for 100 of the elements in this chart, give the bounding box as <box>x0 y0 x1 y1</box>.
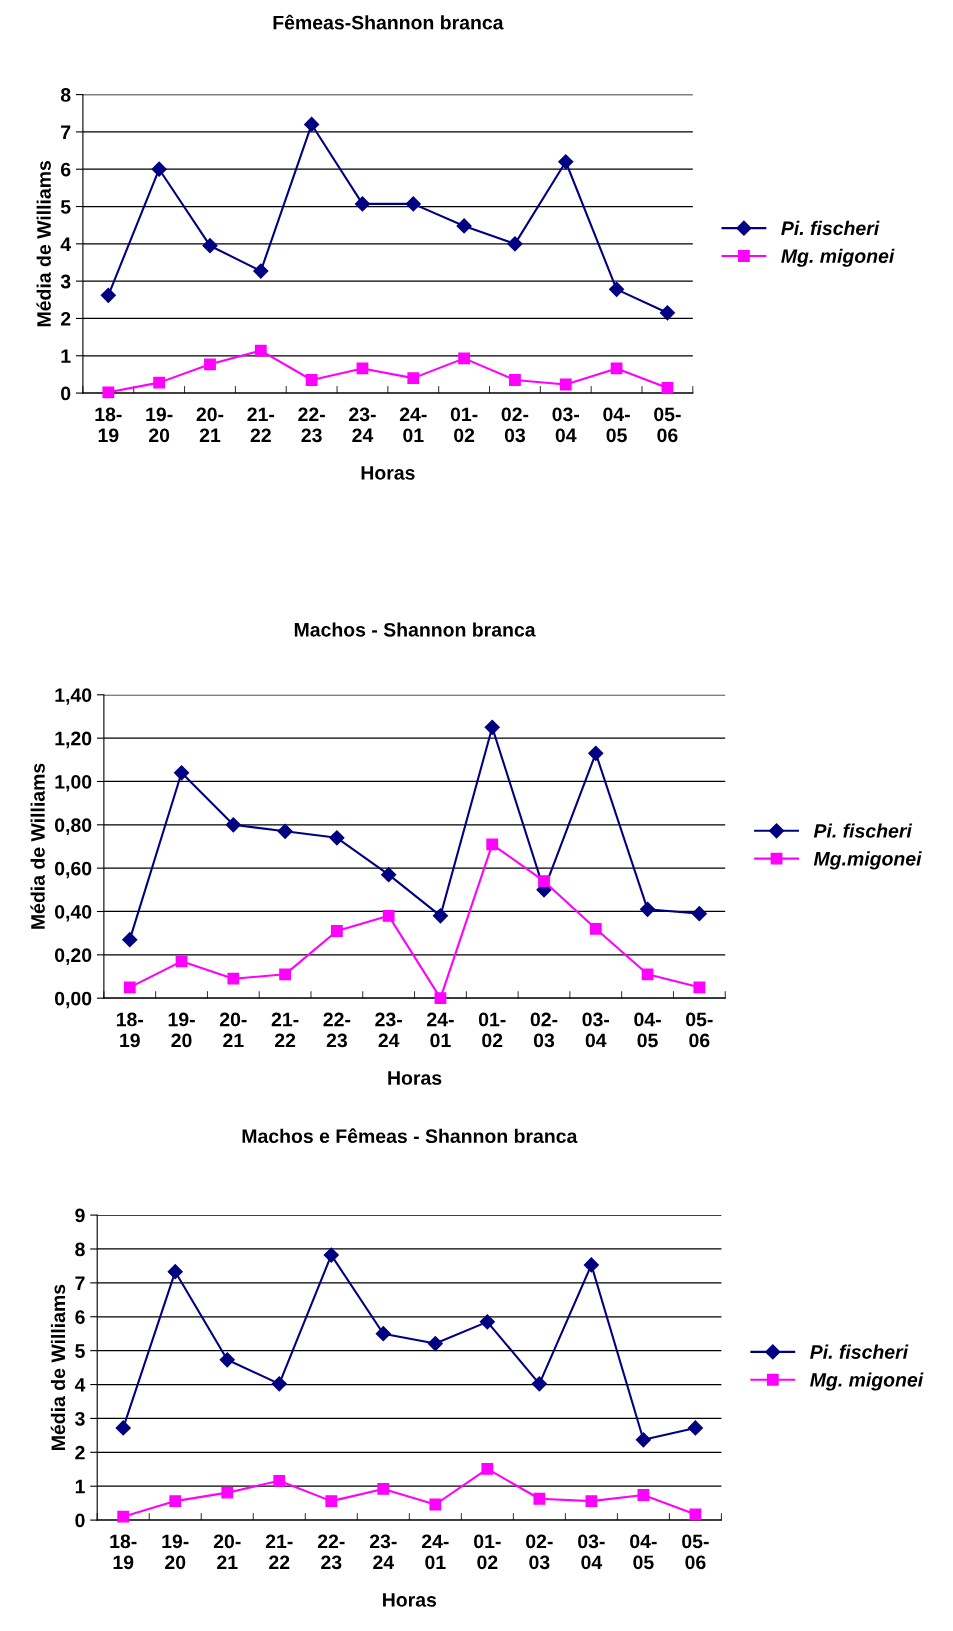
y-tick-label: 0 <box>61 386 71 401</box>
x-tick-label: 05- 06 <box>654 407 681 443</box>
legend-label: Pi. fischeri <box>810 1344 909 1359</box>
legend-label: Pi. fischeri <box>781 220 880 236</box>
point <box>589 922 602 935</box>
x-tick-label: 18- 19 <box>110 1534 137 1570</box>
point <box>253 263 269 279</box>
point <box>458 352 471 365</box>
point <box>382 909 395 922</box>
x-tick-label: 21- 22 <box>271 1012 299 1048</box>
x-tick-label: 19- 20 <box>146 407 173 443</box>
chart-title: Machos e Fêmeas - Shannon branca <box>242 1128 578 1144</box>
point <box>277 823 293 839</box>
point <box>456 218 472 234</box>
point <box>689 1508 702 1521</box>
chart-title: Fêmeas-Shannon branca <box>273 14 504 30</box>
point <box>637 1489 650 1501</box>
point <box>405 196 421 212</box>
x-tick-label: 19- 20 <box>162 1534 189 1570</box>
y-tick-label: 9 <box>75 1208 85 1223</box>
point <box>693 981 706 994</box>
point <box>329 830 345 846</box>
point <box>559 378 572 391</box>
point <box>117 1510 130 1523</box>
point <box>407 372 420 385</box>
point <box>305 374 318 386</box>
point <box>484 719 500 735</box>
point <box>323 1247 339 1263</box>
x-tick-label: 18- 19 <box>116 1012 144 1048</box>
x-tick-label: 23- 24 <box>349 407 376 442</box>
chart-title: Machos - Shannon branca <box>294 622 536 637</box>
point <box>175 955 188 968</box>
point <box>173 765 190 781</box>
point <box>687 1420 703 1436</box>
point <box>204 358 216 371</box>
x-tick-label: 05- 06 <box>682 1534 709 1570</box>
point <box>583 1257 599 1273</box>
x-axis-title: Horas <box>383 1593 437 1607</box>
x-tick-label: 02- 03 <box>530 1012 558 1048</box>
point <box>635 1432 651 1448</box>
point <box>691 906 707 922</box>
x-tick-label: 03- 04 <box>582 1012 610 1048</box>
point <box>354 196 371 212</box>
y-tick-label: 7 <box>75 1276 85 1290</box>
x-axis-title: Horas <box>361 466 415 480</box>
legend-label: Mg.migonei <box>813 851 922 870</box>
x-tick-label: 02- 03 <box>526 1534 553 1570</box>
y-tick-label: 7 <box>61 125 71 139</box>
point <box>434 992 447 1005</box>
point <box>227 972 240 985</box>
point <box>538 875 550 888</box>
legend-label: Mg. migonei <box>781 248 895 267</box>
y-axis-title: Média de Williams <box>36 160 51 327</box>
x-tick-label: 22- 23 <box>298 407 325 443</box>
x-tick-label: 20- 21 <box>219 1012 247 1048</box>
y-tick-label: 1 <box>61 349 71 363</box>
x-tick-label: 23- 24 <box>369 1534 397 1570</box>
point <box>639 901 656 917</box>
y-tick-label: 0 <box>75 1513 85 1528</box>
point <box>661 381 674 394</box>
point <box>325 1495 338 1508</box>
y-tick-label: 6 <box>61 162 71 177</box>
point <box>153 376 166 389</box>
point <box>641 968 654 981</box>
x-tick-label: 19- 20 <box>168 1012 195 1048</box>
y-tick-label: 8 <box>75 1242 85 1257</box>
point <box>609 281 625 297</box>
y-tick-label: 2 <box>60 311 71 326</box>
y-axis-title: Média de Williams <box>30 763 45 929</box>
legend-label: Pi. fischeri <box>813 823 913 838</box>
y-axis-title: Média de Williams <box>50 1284 66 1450</box>
point <box>486 838 499 851</box>
point <box>432 908 449 924</box>
y-tick-label: 0,80 <box>55 818 92 835</box>
point <box>219 1352 235 1368</box>
y-tick-label: 6 <box>75 1310 85 1324</box>
x-tick-label: 18- 19 <box>95 407 122 443</box>
x-tick-label: 21- 22 <box>265 1534 293 1570</box>
y-tick-label: 3 <box>60 274 71 289</box>
y-tick-label: 1,20 <box>55 731 92 749</box>
point <box>507 236 523 252</box>
y-tick-label: 4 <box>74 1378 86 1392</box>
y-tick-label: 0,40 <box>55 904 92 922</box>
x-tick-label: 24- 01 <box>421 1534 449 1570</box>
point <box>481 1463 494 1475</box>
x-tick-label: 23- 24 <box>375 1012 402 1048</box>
point <box>509 374 521 386</box>
point <box>115 1420 131 1436</box>
x-tick-label: 01- 02 <box>450 407 478 443</box>
point <box>659 305 675 321</box>
point <box>279 968 292 981</box>
point <box>225 817 241 833</box>
point <box>202 238 218 254</box>
point <box>533 1492 546 1505</box>
y-tick-label: 0,20 <box>55 948 92 965</box>
x-tick-label: 22- 23 <box>323 1012 351 1048</box>
point <box>531 1376 547 1392</box>
x-tick-label: 04- 05 <box>634 1012 661 1048</box>
point <box>273 1474 286 1487</box>
point <box>381 867 397 883</box>
